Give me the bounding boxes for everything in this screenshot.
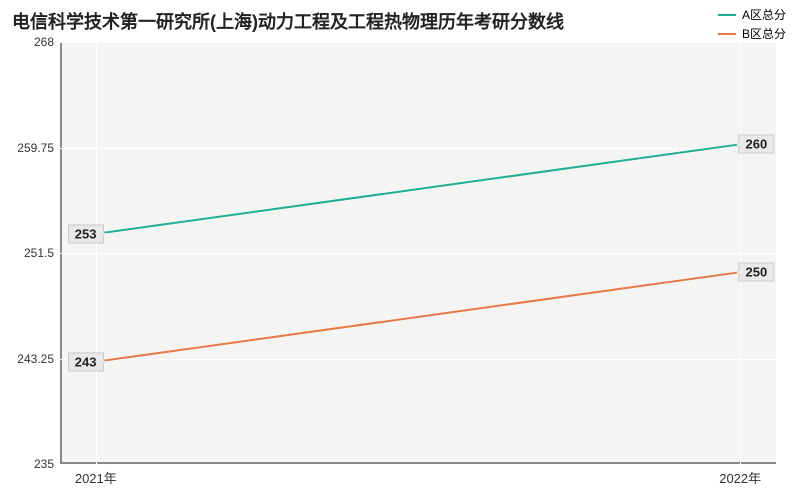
y-tick-label: 268	[34, 35, 60, 49]
chart-lines	[60, 42, 776, 464]
x-tick-label: 2021年	[75, 464, 117, 487]
plot-area: 235243.25251.5259.75268 2021年2022年 25326…	[60, 42, 776, 464]
legend-label-a: A区总分	[742, 6, 786, 23]
y-tick-label: 243.25	[17, 352, 60, 366]
value-tag: 250	[738, 263, 774, 282]
y-tick-label: 259.75	[17, 141, 60, 155]
legend: A区总分 B区总分	[718, 6, 786, 44]
y-tick-label: 235	[34, 457, 60, 471]
legend-item-a: A区总分	[718, 6, 786, 23]
legend-item-b: B区总分	[718, 25, 786, 42]
chart-title: 电信科学技术第一研究所(上海)动力工程及工程热物理历年考研分数线	[12, 8, 564, 34]
legend-label-b: B区总分	[742, 25, 786, 42]
value-tag: 243	[68, 352, 104, 371]
y-gridline	[60, 464, 776, 465]
chart-container: 电信科学技术第一研究所(上海)动力工程及工程热物理历年考研分数线 A区总分 B区…	[0, 0, 800, 500]
legend-swatch-a	[718, 14, 736, 16]
series-b-line	[96, 272, 740, 362]
legend-swatch-b	[718, 33, 736, 35]
value-tag: 260	[738, 135, 774, 154]
series-a-line	[96, 144, 740, 234]
x-tick-label: 2022年	[719, 464, 761, 487]
y-tick-label: 251.5	[24, 246, 60, 260]
value-tag: 253	[68, 224, 104, 243]
